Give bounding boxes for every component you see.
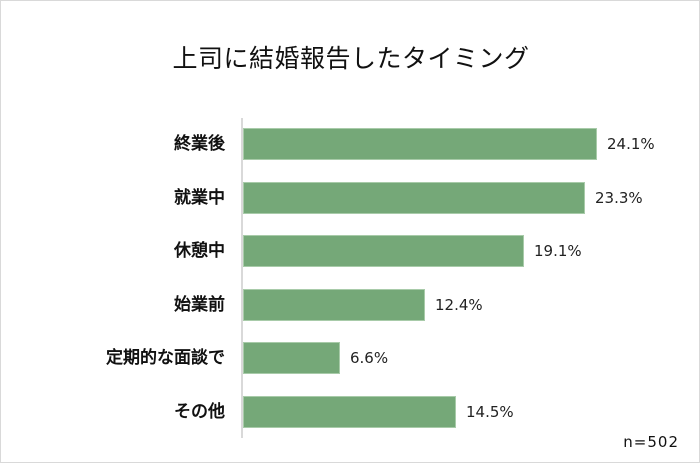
value-label: 6.6% [350, 349, 389, 367]
bar [243, 342, 340, 374]
bar [243, 396, 456, 428]
value-label: 23.3% [595, 189, 643, 207]
category-label: その他 [174, 402, 225, 422]
category-axis-line [241, 118, 243, 438]
bar [243, 235, 524, 267]
category-label: 休憩中 [174, 241, 225, 261]
category-label: 定期的な面談で [106, 348, 225, 368]
value-label: 24.1% [607, 135, 655, 153]
value-label: 19.1% [534, 242, 582, 260]
category-label: 就業中 [174, 188, 225, 208]
bar [243, 289, 425, 321]
bar [243, 182, 585, 214]
bar [243, 128, 597, 160]
value-label: 12.4% [435, 296, 483, 314]
sample-size-note: n=502 [623, 433, 679, 451]
chart-title: 上司に結婚報告したタイミング [172, 44, 530, 73]
category-label: 始業前 [174, 295, 225, 315]
category-label: 終業後 [174, 134, 225, 154]
value-label: 14.5% [466, 403, 514, 421]
